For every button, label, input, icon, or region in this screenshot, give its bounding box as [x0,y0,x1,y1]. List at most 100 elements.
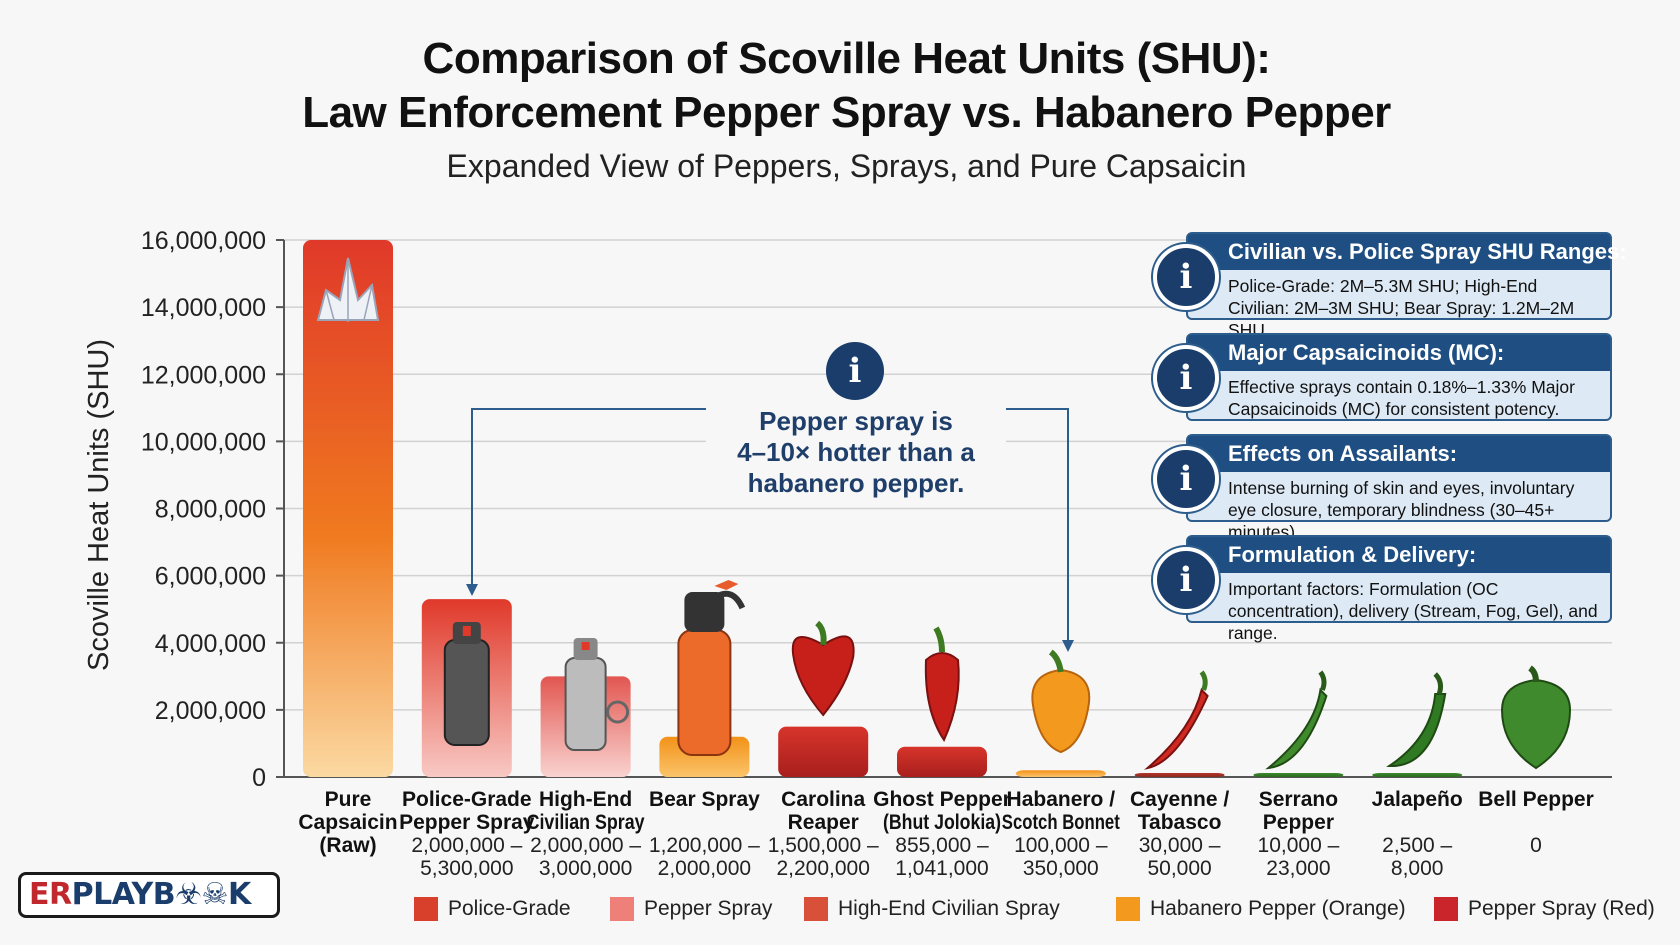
category-label: Tabasco [1138,811,1222,834]
category-label: Habanero / [1007,788,1116,811]
range-label: 5,300,000 [420,857,513,880]
civilian-spray-keychain-icon [564,638,630,751]
y-axis: 0 2,000,000 4,000,000 6,000,000 8,000,000 10,… [141,227,285,792]
range-label: 2,000,000 – [530,834,641,857]
info-card-body: Important factors: Formulation (OC conce… [1228,579,1598,643]
category-label: Pepper [1263,811,1334,834]
y-tick-label: 16,000,000 [141,227,266,255]
y-axis-label: Scoville Heat Units (SHU) [83,339,115,671]
range-label: 30,000 – [1139,834,1221,857]
bar-5 [897,746,987,777]
range-label: 1,500,000 – [768,834,879,857]
x-label-9: Jalapeño 2,500 –8,000 [1372,788,1463,880]
carolina-reaper-icon [791,620,855,717]
category-label: Scotch Bonnet [1002,811,1120,834]
info-icon: i [1153,547,1219,613]
info-card-body: Police-Grade: 2M–5.3M SHU; High-End Civi… [1228,276,1575,340]
cayenne-pepper-icon [1144,670,1209,770]
range-label: 2,200,000 [776,857,869,880]
category-label: Bell Pepper [1478,788,1594,811]
crystal-icon [316,257,380,322]
range-label: 3,000,000 [539,857,632,880]
category-label: Carolina [781,788,865,811]
range-label: 2,000,000 – [411,834,522,857]
category-label: (Raw) [319,834,376,857]
range-label: 350,000 [1023,857,1099,880]
legend-item: Police-Grade [414,897,571,921]
range-label: 8,000 [1391,857,1444,880]
category-label: Pure [325,788,372,811]
y-tick-label: 10,000,000 [141,428,266,456]
y-tick-label: 2,000,000 [155,697,266,725]
info-card-title: Major Capsaicinoids (MC): [1188,335,1610,371]
callout-line-1: Pepper spray is [759,406,953,436]
bar-9 [1372,773,1463,777]
range-label: 50,000 [1147,857,1211,880]
range-label: 0 [1530,834,1542,857]
bear-spray-canister-icon [677,580,746,756]
range-label: 2,000,000 [658,857,751,880]
category-label: Civilian Spray [527,811,645,834]
legend-label: Habanero Pepper (Orange) [1150,897,1406,920]
category-label: Bear Spray [649,788,760,811]
info-card-body: Effective sprays contain 0.18%–1.33% Maj… [1228,377,1575,419]
legend-swatch [1116,897,1140,921]
legend-label: Pepper Spray [644,897,773,920]
legend-label: Police-Grade [448,897,571,920]
x-label-5: Ghost Pepper(Bhut Jolokia)855,000 –1,041… [873,788,1011,880]
range-label: 23,000 [1266,857,1330,880]
info-icon: i [1153,345,1219,411]
info-card: Formulation & Delivery: Important factors… [1186,535,1612,643]
category-label: High-End [539,788,632,811]
bell-pepper-icon [1500,665,1572,770]
legend-swatch [414,897,438,921]
category-label: Reaper [788,811,859,834]
callout-annotation: Pepper spray is 4–10× hotter than a haba… [706,406,1006,499]
biohazard-icon: ☣ [175,877,202,912]
info-card: Major Capsaicinoids (MC): Effective spray… [1186,333,1612,421]
legend-item: Pepper Spray (Red) [1434,897,1655,921]
police-spray-canister-icon [443,622,490,746]
chart-subtitle: Expanded View of Peppers, Sprays, and Pu… [446,148,1247,184]
info-card-title: Civilian vs. Police Spray SHU Ranges: [1188,234,1627,270]
info-icon: i [1153,446,1219,512]
bar-8 [1253,773,1344,777]
callout-info-icon: i [826,342,884,400]
range-label: 1,200,000 – [649,834,760,857]
ghost-pepper-icon [924,626,960,743]
bar-icons [316,257,1572,770]
range-label: 10,000 – [1258,834,1340,857]
info-card-title: Formulation & Delivery: [1188,537,1610,573]
bar-4 [778,726,869,777]
legend-swatch [1434,897,1458,921]
range-label: 100,000 – [1014,834,1108,857]
category-label: Pepper Spray [399,811,535,834]
legend-item: High-End Civilian Spray [804,897,1060,921]
title-block: Comparison of Scoville Heat Units (SHU):… [0,32,1680,188]
bar-6 [1015,770,1106,777]
bar-0 [303,240,393,777]
category-label: Cayenne / [1130,788,1229,811]
category-label: Jalapeño [1372,788,1463,811]
chart-legend: Police-Grade Pepper Spray High-End Civilia… [414,897,1655,927]
category-label: (Bhut Jolokia) [883,811,1001,834]
chart-title-line-1: Comparison of Scoville Heat Units (SHU): [422,34,1271,83]
range-label: 2,500 – [1382,834,1452,857]
chart-title-line-2: Law Enforcement Pepper Spray vs. Habaner… [302,88,1391,137]
bar-7 [1134,773,1225,777]
legend-swatch [804,897,828,921]
y-tick-label: 6,000,000 [155,563,266,591]
serrano-pepper-icon [1265,670,1328,770]
skull-icon: ☠ [201,877,229,912]
info-icon: i [1153,244,1219,310]
y-tick-label: 4,000,000 [155,630,266,658]
